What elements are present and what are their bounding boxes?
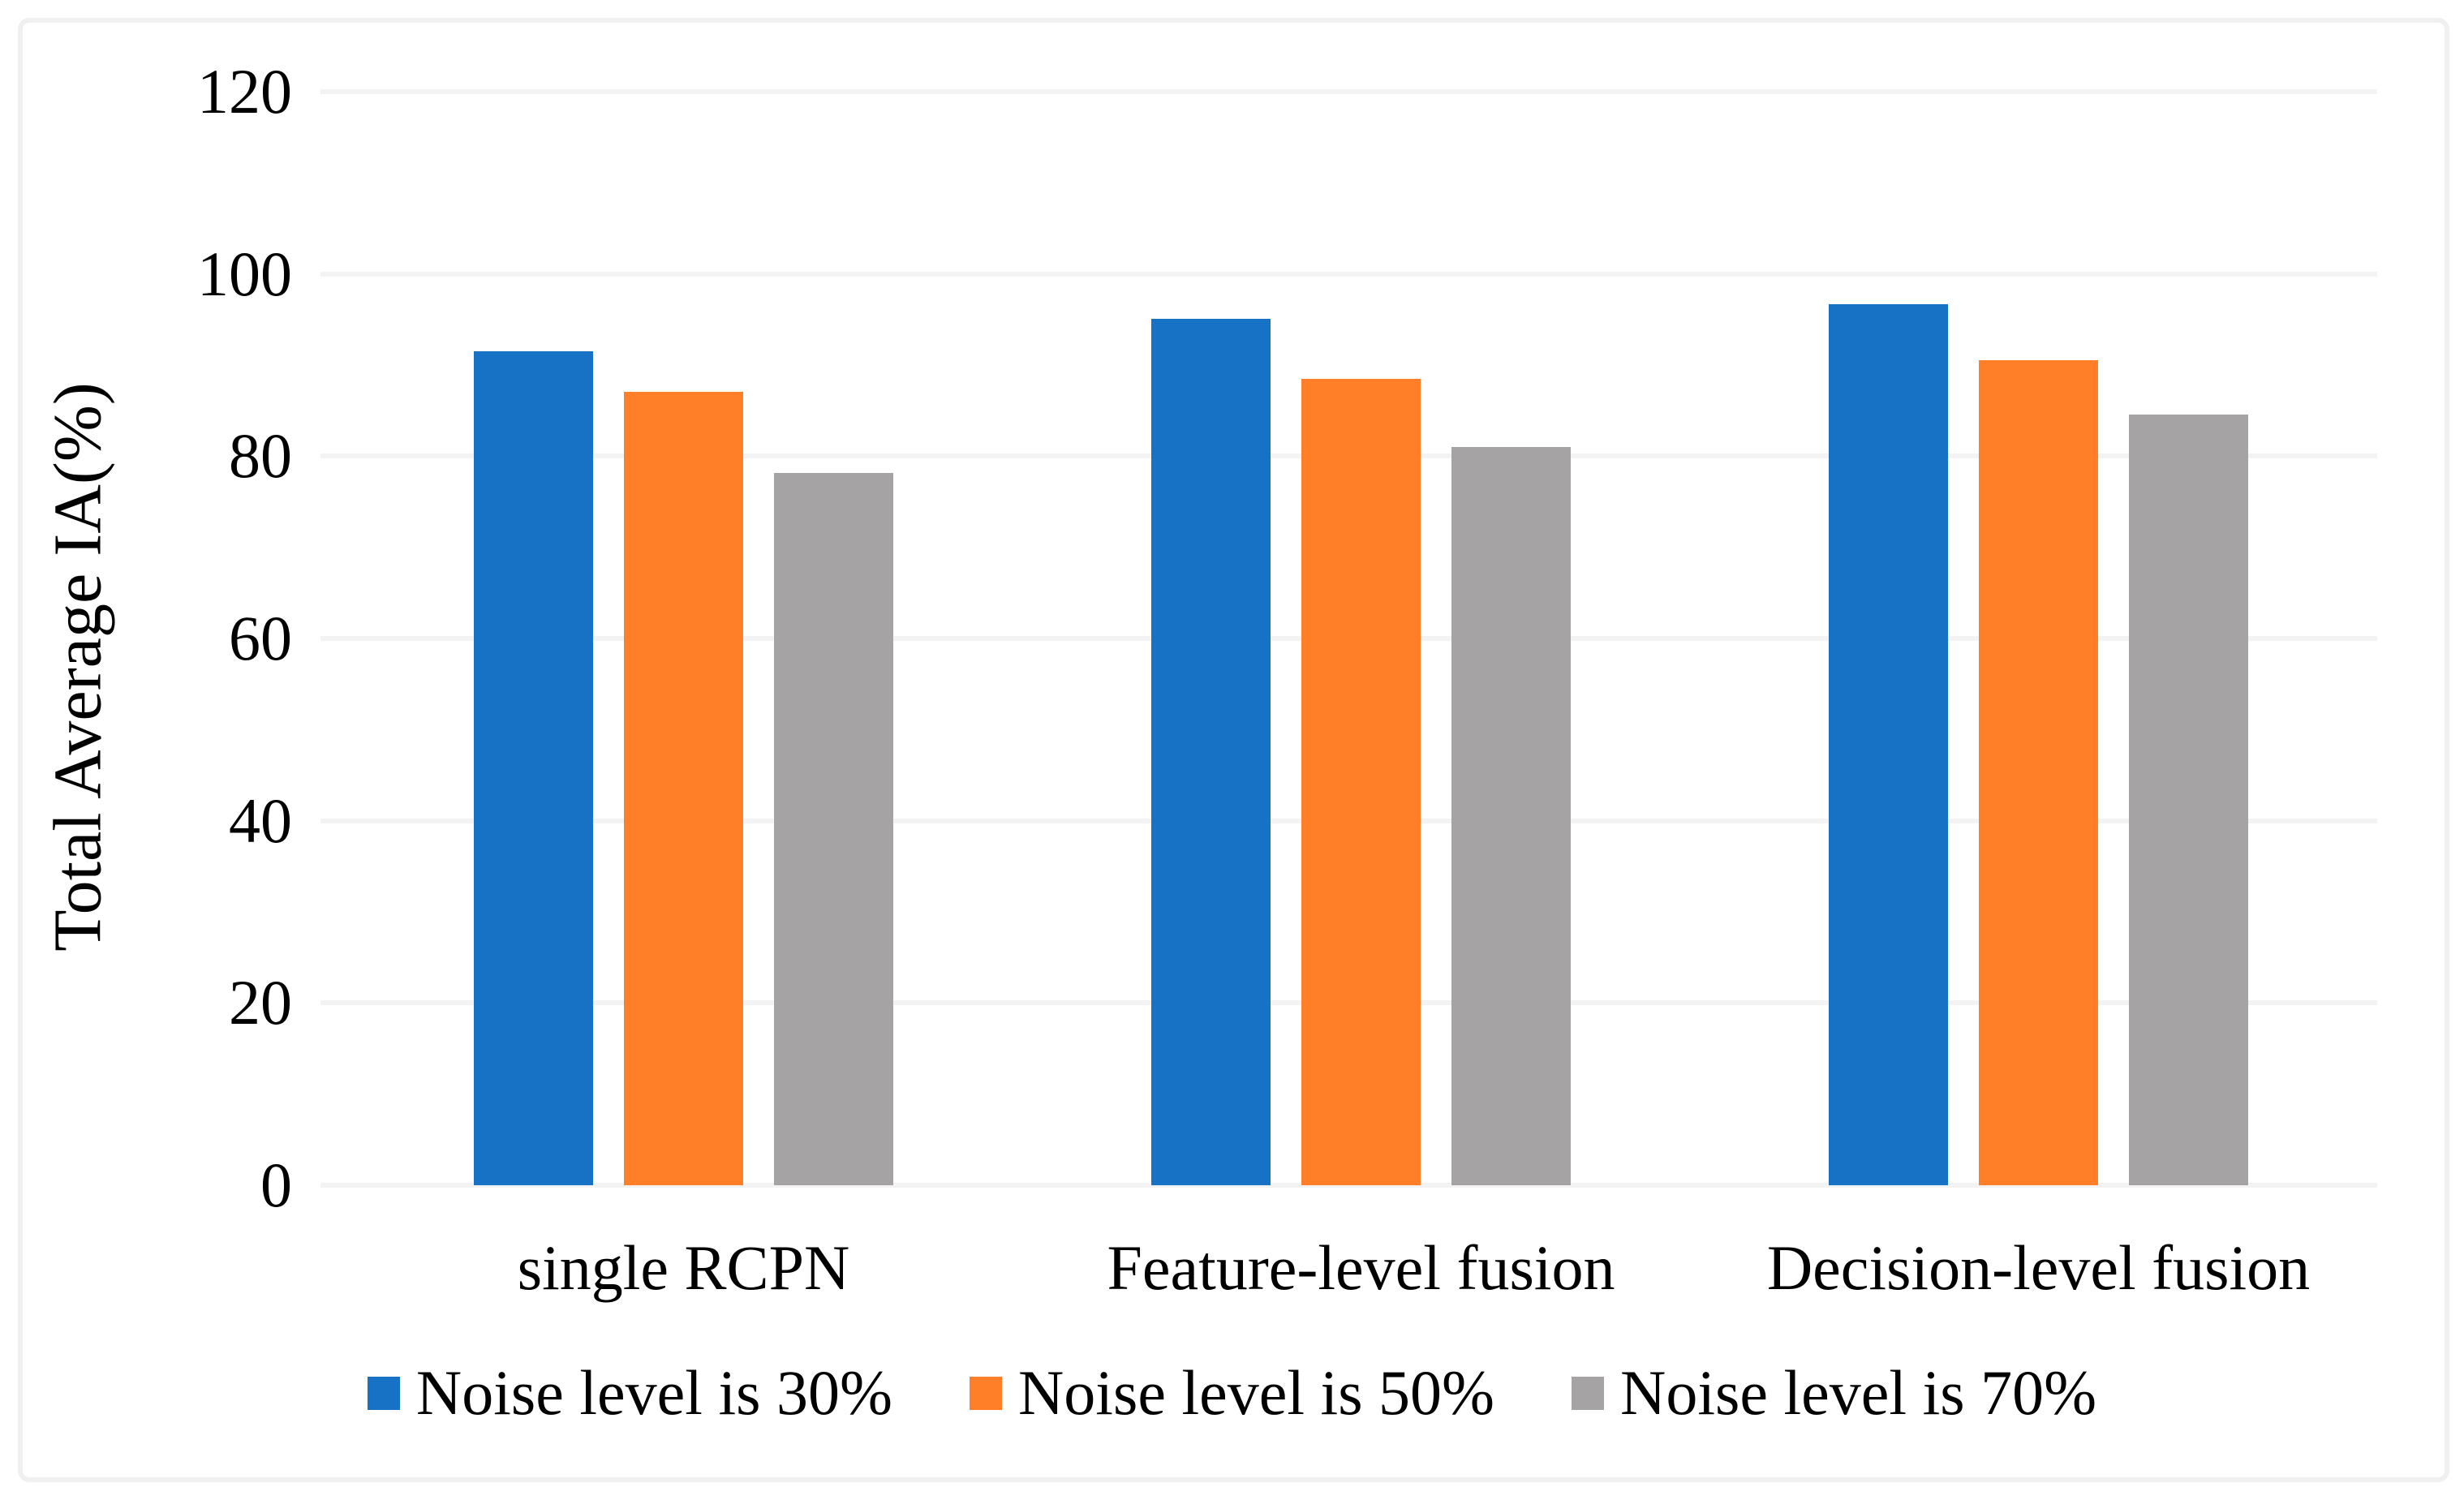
legend-swatch-icon [969, 1376, 1002, 1410]
bar [1151, 318, 1271, 1185]
y-axis-tick-labels: 0 20 40 60 80 100 120 [0, 60, 292, 1217]
legend-swatch-icon [367, 1376, 400, 1410]
x-axis-label: single RCPN [517, 1232, 850, 1303]
legend: Noise level is 30% Noise level is 50% Nois… [0, 1356, 2464, 1429]
legend-label: Noise level is 50% [1017, 1357, 1495, 1428]
legend-swatch-icon [1572, 1376, 1605, 1410]
gridline-y100 [320, 271, 2377, 277]
bar [1451, 447, 1571, 1185]
legend-item: Noise level is 50% [969, 1357, 1495, 1428]
y-tick-label-0: 0 [260, 1150, 292, 1220]
legend-item: Noise level is 70% [1572, 1361, 2096, 1425]
bar-group-1 [474, 92, 893, 1185]
legend-label: Noise level is 70% [1620, 1357, 2097, 1428]
bar [1301, 378, 1421, 1185]
bar [1829, 303, 1948, 1185]
gridline-y0 [320, 1183, 2377, 1188]
bar [774, 472, 893, 1185]
legend-item: Noise level is 30% [367, 1357, 892, 1428]
gridline-y120 [320, 89, 2377, 94]
bar-group-2 [1151, 92, 1571, 1185]
bar-group-3 [1829, 92, 2248, 1185]
y-tick-label-120: 120 [197, 56, 292, 127]
bar [474, 351, 593, 1185]
y-tick-label-20: 20 [229, 967, 292, 1038]
y-tick-label-100: 100 [197, 238, 292, 309]
y-tick-label-80: 80 [229, 420, 292, 492]
plot-area [320, 89, 2377, 1188]
x-axis-label: Feature-level fusion [1107, 1232, 1615, 1303]
bar [1979, 360, 2098, 1185]
x-axis-category-labels: single RCPN Feature-level fusion Decision-… [320, 1233, 2377, 1330]
x-axis-label: Decision-level fusion [1766, 1232, 2311, 1303]
bar [624, 391, 743, 1185]
bar [2129, 414, 2248, 1185]
y-tick-label-40: 40 [229, 784, 292, 856]
y-tick-label-60: 60 [229, 603, 292, 673]
legend-label: Noise level is 30% [415, 1357, 892, 1428]
